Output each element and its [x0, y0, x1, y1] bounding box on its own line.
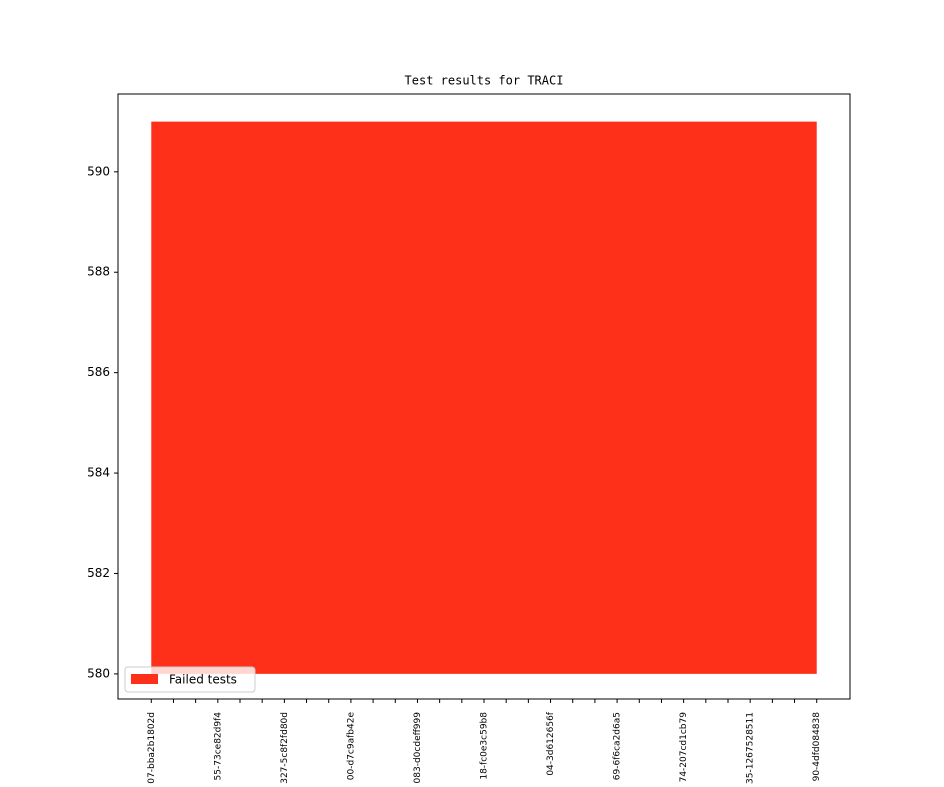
- x-tick-label: 00-d7c9afb42e: [346, 712, 356, 781]
- x-tick-label: 327-5c8f2fd80d: [280, 712, 290, 784]
- x-tick-label: 18-fc0e3c59b8: [480, 712, 490, 780]
- y-tick-label: 590: [87, 164, 110, 178]
- x-tick-label: 74-207cd1cb79: [679, 712, 689, 783]
- x-tick-label: 07-bba2b1802d: [147, 712, 157, 784]
- y-tick-label: 580: [87, 666, 110, 680]
- x-tick-label: 69-6f6ca2d6a5: [613, 712, 623, 780]
- y-tick-label: 586: [87, 365, 110, 379]
- x-tick-label: 35-1267528511: [746, 712, 756, 784]
- area: [151, 121, 817, 674]
- legend-swatch: [131, 674, 158, 684]
- y-tick-label: 588: [87, 265, 110, 279]
- chart-title: Test results for TRACI: [405, 74, 564, 88]
- legend-label: Failed tests: [169, 673, 237, 687]
- x-tick-label: 04-3d612656f: [546, 711, 556, 775]
- x-tick-label: 55-73ce82d9f4: [213, 712, 223, 781]
- x-tick-label: 90-4dfd084838: [812, 712, 822, 782]
- legend: Failed tests: [124, 666, 256, 693]
- legend-box: [124, 666, 256, 693]
- y-tick-label: 584: [87, 466, 110, 480]
- x-tick-label: 083-d0cdeff999: [413, 712, 423, 784]
- y-tick-label: 582: [87, 566, 110, 580]
